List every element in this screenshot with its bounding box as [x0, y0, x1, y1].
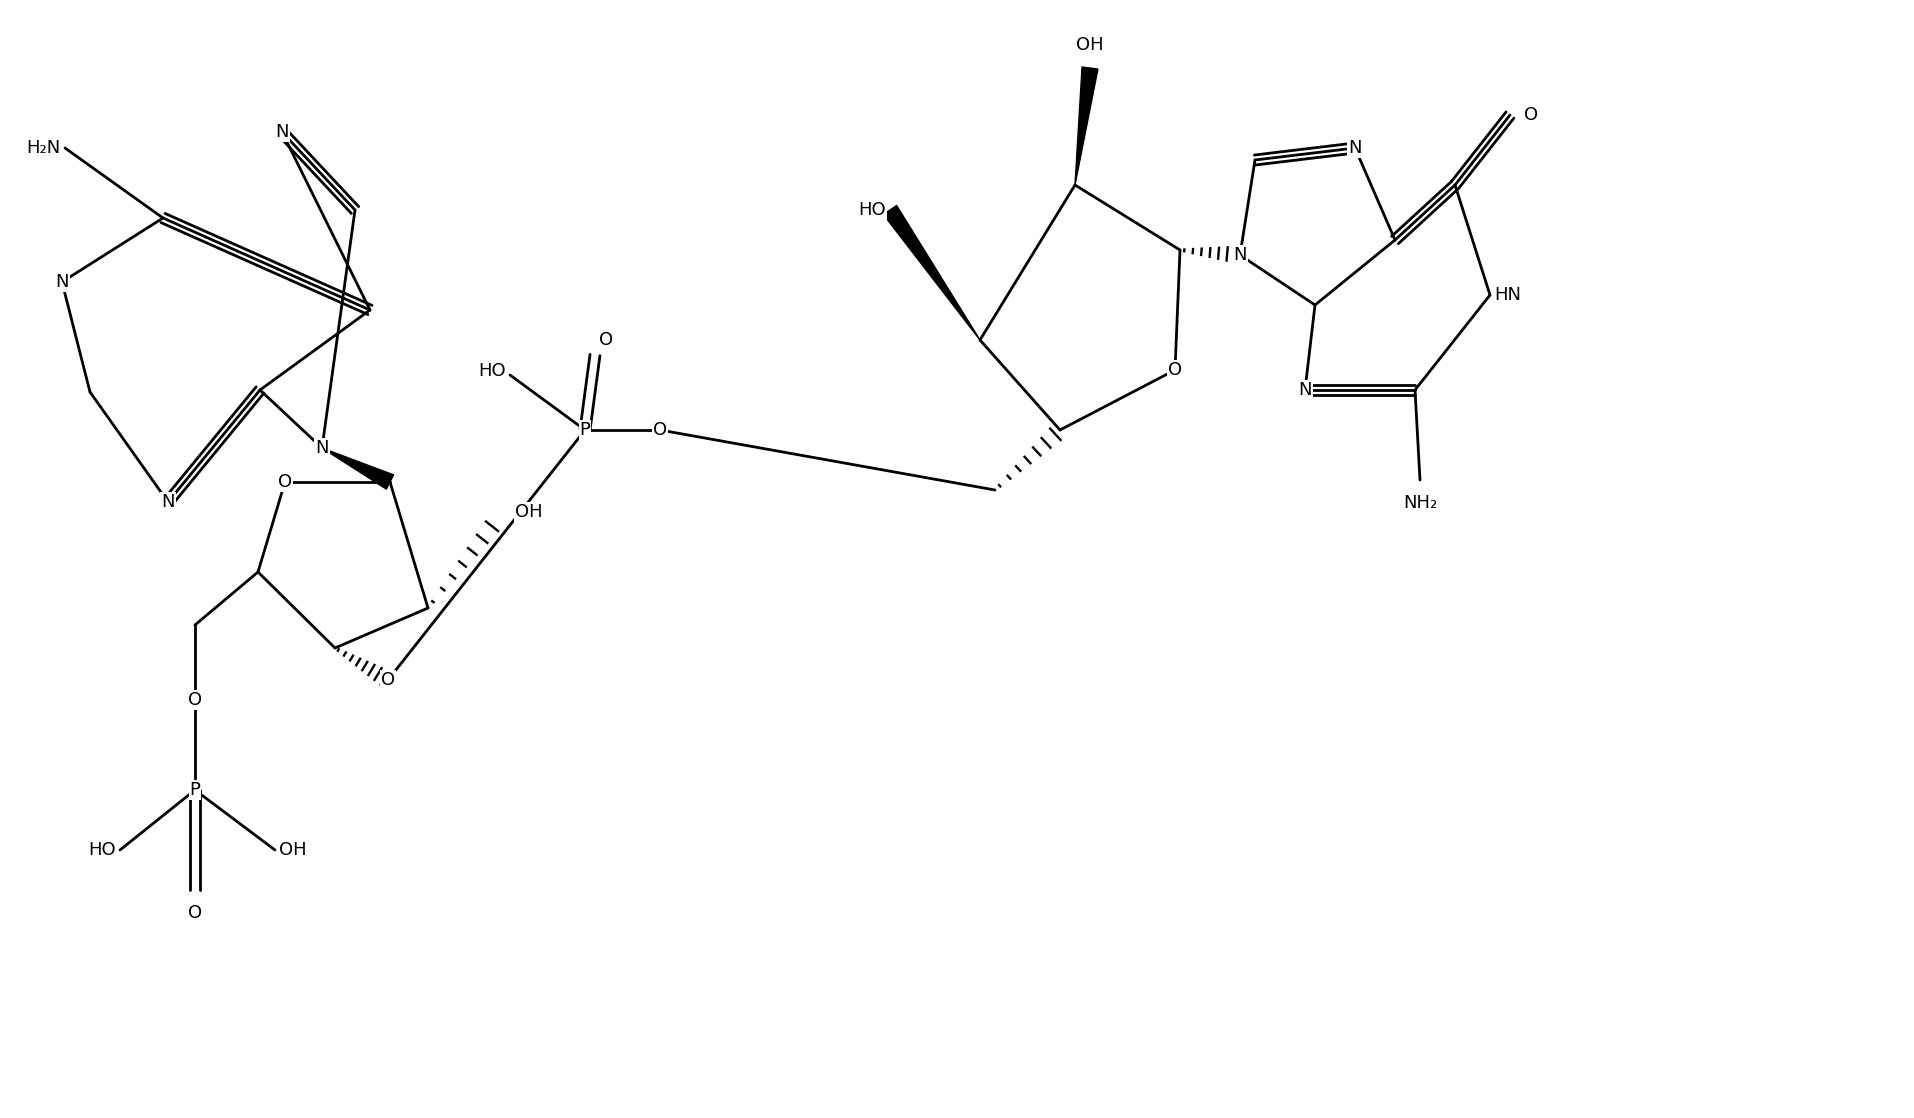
Text: N: N [56, 273, 69, 291]
Text: HO: HO [88, 841, 117, 859]
Text: HO: HO [478, 362, 505, 380]
Polygon shape [1074, 67, 1097, 184]
Text: O: O [188, 904, 203, 922]
Text: O: O [381, 671, 394, 689]
Text: OH: OH [1076, 36, 1102, 54]
Text: OH: OH [279, 841, 306, 859]
Text: N: N [1347, 139, 1361, 157]
Text: O: O [1168, 361, 1181, 379]
Text: N: N [161, 493, 174, 511]
Text: O: O [653, 421, 666, 439]
Text: O: O [1524, 106, 1537, 124]
Text: HN: HN [1493, 286, 1520, 304]
Text: N: N [316, 439, 329, 457]
Text: P: P [580, 421, 590, 439]
Text: P: P [189, 781, 201, 799]
Text: O: O [188, 691, 203, 709]
Polygon shape [322, 448, 394, 490]
Text: O: O [278, 473, 293, 491]
Text: HO: HO [857, 201, 886, 219]
Text: H₂N: H₂N [27, 139, 61, 157]
Text: OH: OH [515, 503, 542, 521]
Text: N: N [276, 123, 289, 141]
Text: N: N [1233, 246, 1246, 264]
Text: NH₂: NH₂ [1403, 494, 1436, 512]
Text: O: O [599, 331, 612, 349]
Text: N: N [1298, 381, 1311, 399]
Polygon shape [882, 206, 980, 340]
